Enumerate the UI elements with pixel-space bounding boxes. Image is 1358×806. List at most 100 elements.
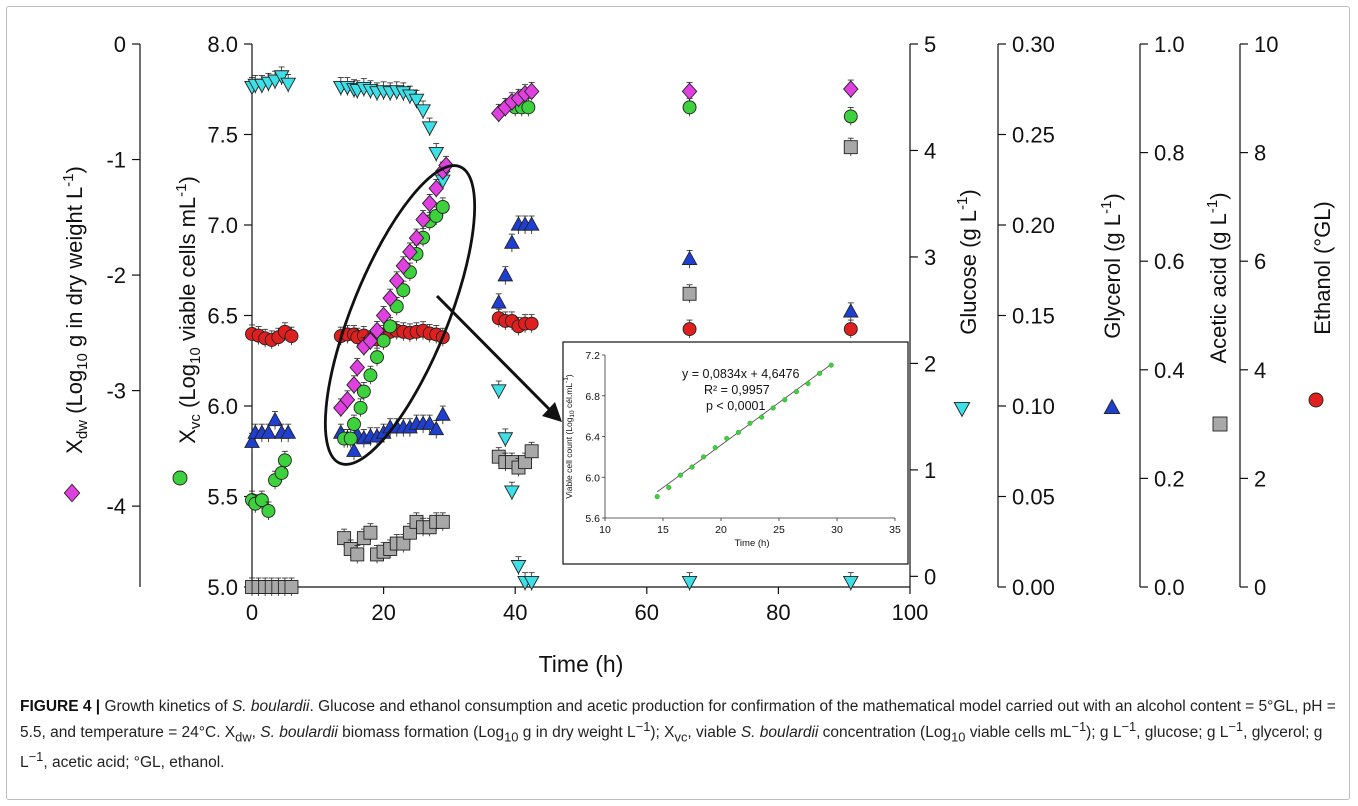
inset-y-axis-title-text: Viable cell count (Log10 cél.mL-1): [563, 374, 576, 499]
caption-sub: vc: [674, 729, 688, 745]
glucose-point: [408, 93, 425, 109]
caption-text: concentration (Log: [818, 724, 952, 742]
xdw-point: [843, 80, 859, 98]
inset-point: [677, 472, 683, 478]
inset-x-tick-label: 15: [657, 524, 669, 536]
glycerol-axis-title-text: Glycerol (g L-1): [1098, 193, 1125, 338]
glucose-tick-label: 3: [924, 245, 936, 270]
caption-text: Growth kinetics of: [100, 698, 232, 715]
inset-point: [770, 405, 776, 411]
glucose-title-sup: -1: [954, 197, 971, 210]
caption-sup: −1: [28, 749, 44, 765]
xdw-tick-label: 0: [114, 32, 126, 57]
xdw-tick-label: -3: [106, 379, 126, 404]
glucose-title-close: ): [956, 189, 981, 196]
inset-x-tick-label: 20: [715, 524, 727, 536]
xvc-axis-title-text: Xvc (Log10 viable cells mL-1): [173, 176, 204, 444]
inset-equation: y = 0,0834x + 4,6476: [682, 367, 800, 381]
caption-sub: 10: [504, 729, 519, 745]
xvc-axis-title: Xvc (Log10 viable cells mL-1): [173, 176, 204, 444]
xdw-tick-label: -4: [106, 494, 126, 519]
xvc-point: [682, 100, 697, 115]
glycerol-point: [523, 216, 540, 231]
caption-text: ); X: [650, 724, 675, 742]
acetic-tick-label: 0.2: [1154, 466, 1185, 491]
acetic-title-text: Acetic acid (g L: [1206, 213, 1231, 363]
glycerol-point: [434, 406, 451, 421]
xdw-point: [681, 82, 698, 101]
glucose-legend-marker: [953, 401, 971, 418]
inset-point: [654, 494, 660, 500]
x-tick-label: 100: [892, 600, 929, 625]
inset-x-tick-label: 35: [889, 524, 901, 536]
x-tick-label: 80: [766, 600, 790, 625]
xvc-point: [277, 453, 292, 468]
xvc-point: [435, 199, 450, 214]
inset-y-title-main: Viable cell count (Log: [564, 417, 574, 498]
ethanol-tick-label: 0: [1254, 575, 1266, 600]
xvc-point: [521, 100, 536, 115]
ethanol-axis-title-text: Ethanol (°GL): [1310, 201, 1335, 335]
glycerol-tick-label: 0.20: [1012, 213, 1055, 238]
inset-r-squared: R² = 0,9957: [704, 383, 770, 397]
xdw-point: [395, 257, 412, 275]
glucose-point: [490, 384, 507, 399]
xdw-title-sup: -1: [60, 173, 77, 186]
inset-point: [689, 464, 695, 470]
glycerol-point: [681, 250, 698, 266]
caption-text: . Glucose and ethanol consumption and ac…: [20, 698, 1336, 742]
xvc-point: [383, 319, 398, 334]
inset-x-tick-label: 25: [773, 524, 785, 536]
xvc-point: [343, 431, 358, 446]
caption-species: S. boulardii: [231, 698, 310, 715]
inset-point: [793, 389, 799, 395]
xvc-point: [396, 283, 411, 298]
caption-text: , viable: [687, 724, 741, 742]
xdw-title-close: ): [62, 166, 87, 173]
acetic-tick-label: 0.6: [1154, 249, 1185, 274]
glucose-title-text: Glucose (g L: [956, 210, 981, 335]
inset-point: [782, 397, 788, 403]
caption-sup: −1: [1228, 719, 1244, 734]
caption-text: , glucose; g L: [1136, 724, 1229, 742]
xdw-point: [402, 243, 418, 261]
caption-text: , glycerol; g L: [20, 724, 1323, 772]
inset-point: [724, 435, 730, 442]
glucose-point: [523, 576, 540, 591]
xvc-point: [363, 368, 378, 383]
figure-frame: [6, 6, 1350, 800]
glycerol-tick-label: 0.25: [1012, 123, 1055, 148]
xdw-axis-title-text: Xdw (Log10 g in dry weight L-1): [60, 166, 91, 454]
xdw-point: [389, 272, 405, 290]
x-tick-label: 40: [503, 600, 527, 625]
acetic-axis-title: Acetic acid (g L-1): [1204, 192, 1231, 363]
inset-point: [828, 362, 834, 368]
xvc-title-tail: viable cells mL: [175, 197, 200, 347]
xvc-point: [261, 504, 276, 518]
glycerol-point: [497, 266, 514, 282]
inset-y-tick-label: 6.8: [585, 391, 600, 403]
glucose-point: [421, 121, 438, 136]
glycerol-title-close: ): [1100, 193, 1125, 200]
inset-point: [701, 454, 707, 460]
xvc-tick-label: 5.5: [207, 485, 238, 510]
glycerol-tick-label: 0.30: [1012, 32, 1055, 57]
glycerol-legend-marker: [1103, 398, 1121, 415]
caption-sub: 10: [951, 729, 966, 745]
inset-y-tick-label: 5.6: [585, 513, 600, 525]
xdw-point: [428, 179, 444, 198]
caption-text: biomass formation (Log: [337, 724, 505, 742]
inset-y-tick-label: 6.4: [585, 432, 600, 444]
acetic-point: [682, 286, 697, 301]
inset-x-tick-label: 10: [599, 524, 611, 536]
xdw-point: [382, 289, 398, 307]
inset-point: [759, 414, 765, 420]
glucose-tick-label: 4: [924, 138, 936, 163]
inset-y-title-tail: cél.mL: [564, 383, 574, 411]
glycerol-tick-label: 0.00: [1012, 575, 1055, 600]
xvc-point: [353, 400, 368, 415]
acetic-axis-title-text: Acetic acid (g L-1): [1204, 192, 1231, 363]
inset-x-axis-title: Time (h): [734, 538, 769, 549]
xdw-title-rest: (Log: [62, 370, 87, 420]
